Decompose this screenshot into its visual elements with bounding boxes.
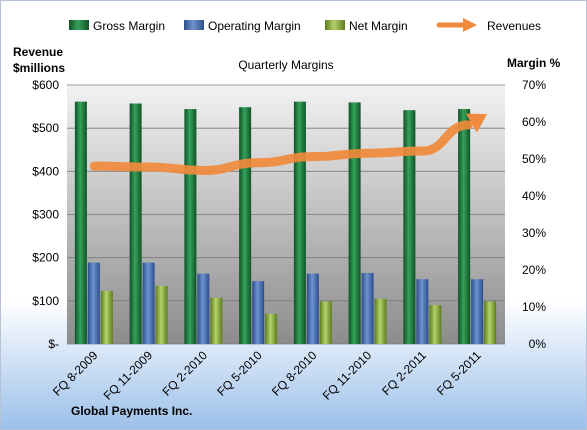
bar-net-margin-3: [265, 313, 278, 344]
legend: Gross Margin Operating Margin Net Margin…: [69, 18, 541, 33]
right-tick-label-5: 50%: [522, 152, 546, 166]
x-tick-label-3: FQ 5-2010: [214, 348, 265, 399]
bar-operating-margin-3: [252, 281, 265, 344]
right-tick-label-3: 30%: [522, 226, 546, 240]
bar-operating-margin-4: [306, 273, 319, 344]
bar-net-margin-6: [429, 305, 442, 344]
bar-gross-margin-3: [239, 107, 252, 344]
left-axis-label-line2: $millions: [13, 61, 65, 75]
revenue-arrow-head: [465, 113, 487, 133]
legend-swatch-gross-margin: [69, 20, 89, 30]
left-axis-label-line1: Revenue: [13, 45, 63, 59]
bar-net-margin-4: [319, 301, 332, 344]
right-tick-label-6: 60%: [522, 115, 546, 129]
bar-operating-margin-7: [471, 279, 484, 344]
x-axis-ticks: FQ 8-2009 FQ 11-2009 FQ 2-2010 FQ 5-2010 FQ …: [50, 348, 484, 403]
left-tick-label-4: $400: [32, 164, 59, 178]
right-axis-ticks: 0% 10% 20% 30% 40% 50% 60% 70%: [522, 78, 546, 351]
bar-gross-margin-7: [458, 109, 471, 344]
right-tick-label-4: 40%: [522, 189, 546, 203]
left-tick-label-6: $600: [32, 78, 59, 92]
right-tick-label-1: 10%: [522, 300, 546, 314]
legend-arrow-revenues: [463, 18, 477, 32]
bar-operating-margin-5: [361, 272, 374, 344]
bar-gross-margin-1: [129, 103, 142, 344]
bar-operating-margin-6: [416, 279, 429, 344]
left-tick-label-0: $-: [48, 337, 59, 351]
legend-label-operating-margin: Operating Margin: [208, 19, 301, 33]
x-tick-label-1: FQ 11-2009: [101, 348, 156, 403]
bar-operating-margin-2: [197, 273, 210, 344]
bar-gross-margin-2: [184, 109, 197, 344]
right-tick-label-2: 20%: [522, 263, 546, 277]
bar-operating-margin-0: [87, 262, 100, 344]
x-tick-label-0: FQ 8-2009: [50, 348, 101, 399]
legend-label-gross-margin: Gross Margin: [93, 19, 165, 33]
legend-swatch-net-margin: [325, 20, 345, 30]
bar-net-margin-5: [374, 298, 387, 344]
bar-net-margin-1: [155, 285, 168, 344]
x-tick-label-2: FQ 2-2010: [160, 348, 211, 399]
bar-gross-margin-5: [348, 102, 361, 344]
left-axis-ticks: $- $100 $200 $300 $400 $500 $600: [32, 78, 59, 351]
x-tick-label-5: FQ 11-2010: [320, 348, 375, 403]
right-tick-label-7: 70%: [522, 78, 546, 92]
x-tick-label-7: FQ 5-2011: [434, 348, 484, 398]
bar-net-margin-7: [484, 301, 497, 344]
bar-gross-margin-6: [403, 110, 416, 344]
x-tick-label-4: FQ 8-2010: [269, 348, 320, 399]
x-tick-label-6: FQ 2-2011: [379, 348, 429, 398]
bar-net-margin-2: [210, 297, 223, 344]
legend-swatch-operating-margin: [184, 20, 204, 30]
chart-title: Quarterly Margins: [238, 58, 333, 72]
legend-label-net-margin: Net Margin: [349, 19, 408, 33]
bar-gross-margin-0: [74, 101, 87, 345]
company-label: Global Payments Inc.: [71, 404, 192, 418]
right-tick-label-0: 0%: [529, 337, 547, 351]
bar-operating-margin-1: [142, 262, 155, 344]
bar-gross-margin-4: [293, 101, 306, 345]
bar-net-margin-0: [100, 291, 113, 344]
revenue-line: [89, 113, 487, 175]
legend-label-revenues: Revenues: [487, 19, 541, 33]
left-tick-label-2: $200: [32, 251, 59, 265]
left-tick-label-3: $300: [32, 208, 59, 222]
revenue-line-path: [89, 120, 473, 175]
left-tick-label-5: $500: [32, 121, 59, 135]
left-tick-label-1: $100: [32, 294, 59, 308]
right-axis-label: Margin %: [507, 56, 561, 70]
